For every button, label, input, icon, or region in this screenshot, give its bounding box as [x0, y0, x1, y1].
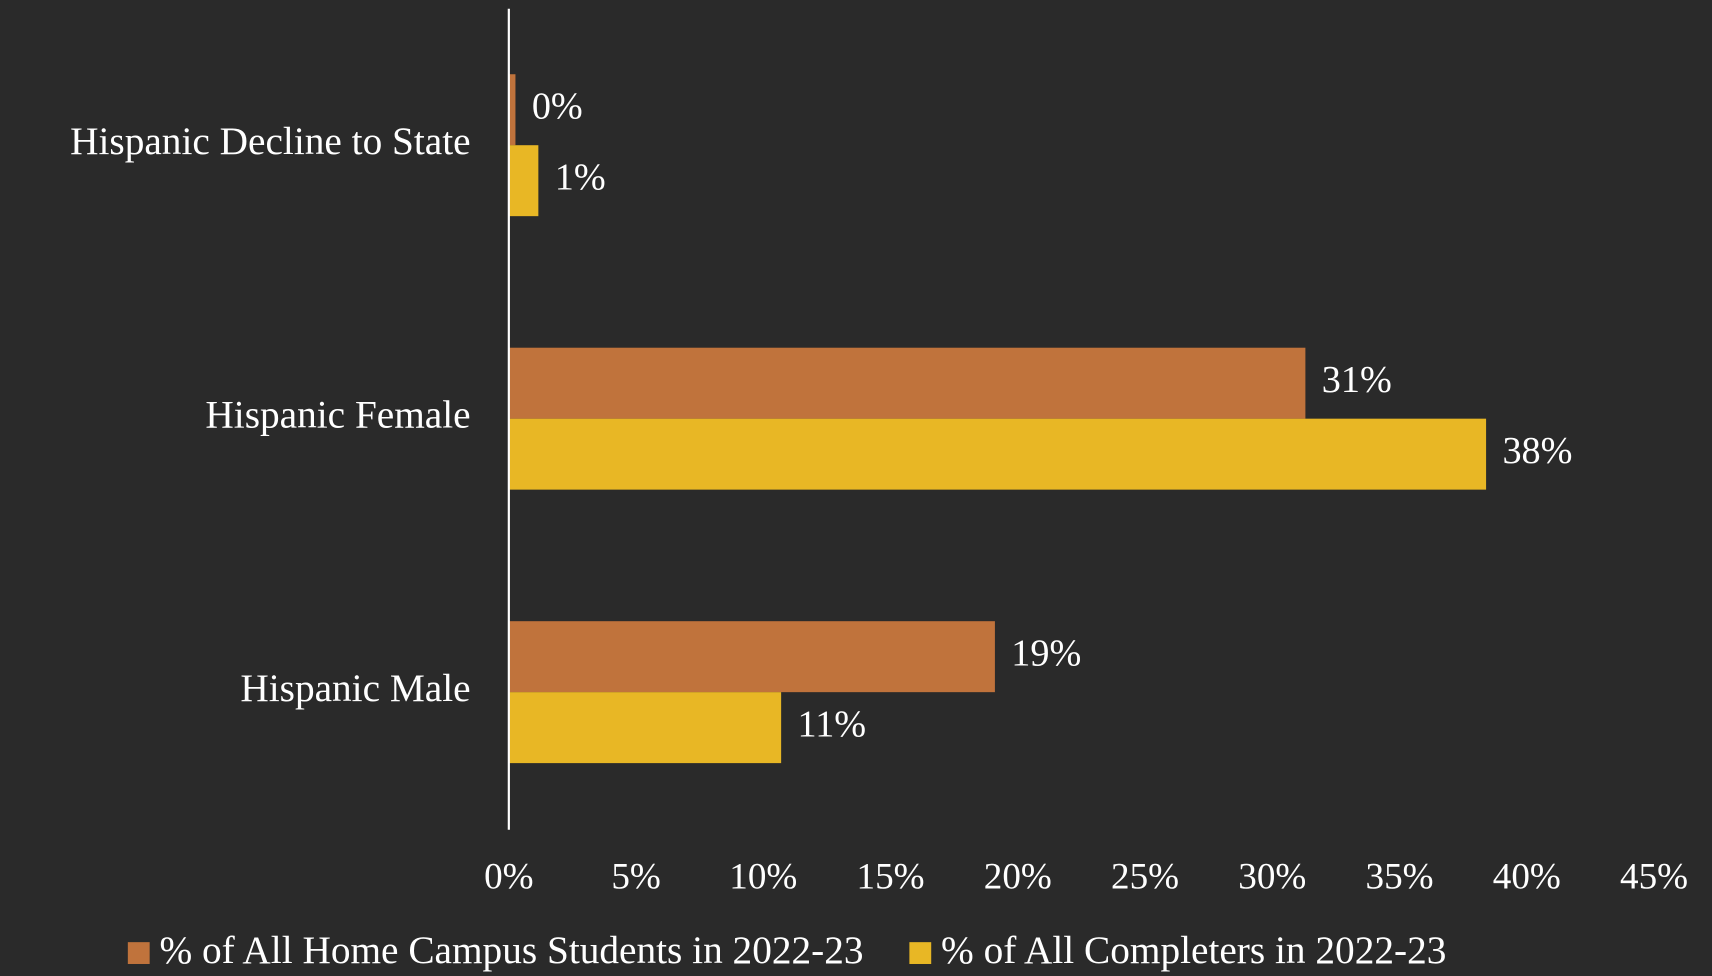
bar [508, 418, 1487, 490]
data-label: 0% [532, 85, 583, 127]
data-label: 11% [798, 703, 867, 745]
y-tick-label: Hispanic Female [205, 393, 470, 437]
bar [508, 692, 782, 764]
x-tick-label: 40% [1493, 856, 1561, 897]
x-tick-label: 5% [611, 856, 660, 897]
legend-label: % of All Home Campus Students in 2022-23 [159, 928, 863, 972]
bar [508, 74, 516, 146]
data-label: 19% [1011, 632, 1081, 674]
legend-swatch [127, 942, 150, 964]
x-tick-label: 0% [484, 856, 533, 897]
data-label: 1% [555, 156, 606, 198]
x-tick-label: 25% [1111, 856, 1179, 897]
data-label: 38% [1502, 430, 1572, 472]
x-tick-label: 20% [984, 856, 1052, 897]
x-tick-label: 10% [729, 856, 797, 897]
data-label: 31% [1322, 359, 1392, 401]
y-tick-label: Hispanic Male [240, 666, 470, 710]
legend-label: % of All Completers in 2022-23 [941, 928, 1446, 972]
y-tick-label: Hispanic Decline to State [70, 119, 471, 163]
bar [508, 145, 539, 217]
legend-swatch [909, 942, 932, 964]
x-tick-label: 45% [1620, 856, 1688, 897]
x-tick-label: 30% [1238, 856, 1306, 897]
bar [508, 347, 1306, 419]
x-tick-label: 35% [1366, 856, 1434, 897]
bar [508, 621, 995, 693]
x-tick-label: 15% [857, 856, 925, 897]
